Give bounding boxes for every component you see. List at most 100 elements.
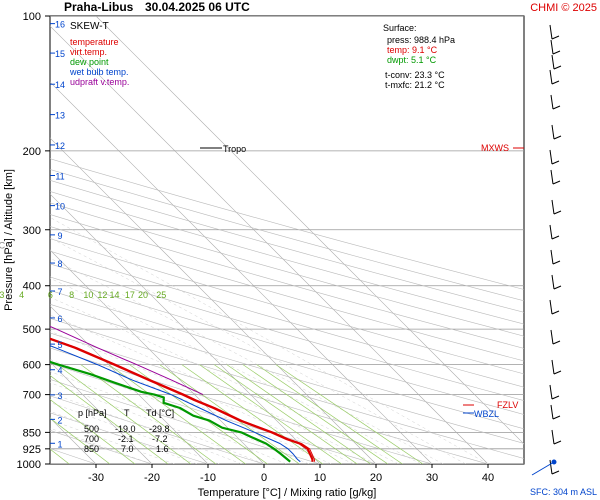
dry-adiabat: [50, 263, 524, 401]
legend-dew-point: dew point: [70, 57, 109, 67]
altitude-tick-label: 6: [57, 314, 62, 324]
dry-adiabat: [50, 238, 524, 375]
pressure-tick-label: 1000: [17, 459, 41, 471]
mixing-ratio-label: 12: [97, 290, 107, 300]
level-table: p [hPa] T Td [°C] 500 -19.0 -29.8 700 -2…: [78, 408, 174, 454]
surface-press: press: 988.4 hPa: [387, 35, 455, 45]
altitude-tick-label: 9: [57, 231, 62, 241]
wind-barb: [549, 224, 553, 240]
series-line: [50, 345, 301, 463]
wind-barb: [549, 299, 553, 315]
dry-adiabat: [50, 290, 524, 430]
isotherm-line: [50, 25, 489, 464]
altitude-tick-label: 2: [57, 415, 62, 425]
series-line: [50, 360, 291, 463]
wind-barb-flag: [551, 470, 560, 475]
dry-adiabat: [50, 250, 524, 388]
x-axis-title: Temperature [°C] / Mixing ratio [g/kg]: [198, 487, 377, 499]
pressure-tick-label: 700: [23, 390, 41, 402]
altitude-tick-label: 7: [57, 287, 62, 297]
dry-adiabat: [50, 276, 524, 415]
table-cell: 7.0: [121, 444, 134, 454]
mixing-ratio-line: [226, 364, 371, 464]
altitude-tick-label: 10: [55, 202, 65, 212]
temp-tick-label: 30: [426, 472, 438, 484]
wind-barb-flag: [551, 235, 560, 240]
table-cell: 500: [84, 424, 99, 434]
wind-barb-flag: [552, 50, 561, 55]
moist-adiabat: [50, 371, 287, 464]
dry-adiabat: [50, 158, 524, 290]
wind-barb-flag: [553, 65, 562, 70]
wind-barb-flag: [552, 415, 561, 420]
pressure-tick-label: 300: [23, 225, 41, 237]
dry-adiabat: [50, 226, 524, 362]
legend-temperature: temperature: [70, 37, 119, 47]
wind-barb: [549, 69, 553, 85]
altitude-tick-label: 4: [57, 366, 62, 376]
surface-temp: temp: 9.1 °C: [387, 45, 438, 55]
mixing-ratio-label: 4: [19, 290, 24, 300]
mixing-ratio-label: 17: [125, 290, 135, 300]
table-cell: -19.0: [115, 424, 136, 434]
legend-updraft: udpraft v.temp.: [70, 77, 129, 87]
legend: SKEW-T temperature virt.temp. dew point …: [69, 21, 129, 87]
wind-barb: [549, 24, 553, 40]
surface-dwpt: dwpt: 5.1 °C: [387, 55, 437, 65]
temp-tick-label: 10: [314, 472, 326, 484]
dry-adiabat: [50, 318, 524, 459]
mixing-ratio-label: 8: [69, 290, 74, 300]
table-cell: -2.1: [118, 434, 134, 444]
wind-barb-flag: [551, 395, 560, 400]
wind-barb-flag: [553, 440, 562, 445]
pressure-tick-label: 400: [23, 281, 41, 293]
mixing-ratio-line: [275, 364, 424, 464]
wind-barb: [550, 404, 554, 420]
wind-barb-flag: [553, 370, 562, 375]
mixing-ratio-line: [50, 375, 169, 464]
pressure-tick-label: 600: [23, 360, 41, 372]
wind-barb: [550, 39, 554, 55]
moist-adiabat: [50, 237, 466, 464]
mixing-ratio-label: 3: [0, 290, 4, 300]
temp-tick-label: -20: [144, 472, 160, 484]
table-header-t: T: [124, 408, 130, 418]
mixing-ratio-line: [50, 399, 136, 464]
altitude-tick-label: 12: [55, 141, 65, 151]
isotherm-line: [95, 16, 524, 445]
temp-tick-label: -10: [200, 472, 216, 484]
fzlv-label: FZLV: [497, 400, 518, 410]
virtual-temp-line: [50, 337, 316, 462]
wind-barb-flag: [552, 105, 561, 110]
surface-tconv: t-conv: 23.3 °C: [385, 70, 445, 80]
altitude-tick-label: 3: [57, 391, 62, 401]
dry-adiabat: [50, 214, 524, 349]
wind-barbs: [531, 24, 562, 476]
surface-info-box: Surface: press: 988.4 hPa temp: 9.1 °C d…: [380, 18, 470, 94]
mxws-label: MXWS: [481, 143, 509, 153]
moist-adiabat: [50, 277, 421, 464]
altitude-tick-label: 5: [57, 340, 62, 350]
mixing-ratio-label: 6: [48, 290, 53, 300]
isotherm-label: -10 °C: [0, 240, 6, 250]
wind-barb-flag: [552, 340, 561, 345]
wbzl-label: WBZL: [474, 409, 499, 419]
series-line: [50, 337, 314, 462]
wind-barb: [550, 249, 554, 265]
mixing-ratio-line: [213, 364, 358, 464]
pressure-tick-label: 925: [23, 444, 41, 456]
table-header-td: Td [°C]: [146, 408, 174, 418]
pressure-tick-label: 850: [23, 427, 41, 439]
wind-barb-flag: [553, 285, 562, 290]
wind-barb: [551, 199, 555, 215]
mixing-ratio-line: [80, 364, 217, 464]
wind-barb-flag: [551, 310, 560, 315]
altitude-tick-label: 1: [57, 439, 62, 449]
tropopause-label: Tropo: [223, 144, 246, 154]
mixing-ratio-label: 10: [83, 290, 93, 300]
mixing-ratio-line: [108, 364, 246, 464]
wind-barb-flag: [552, 260, 561, 265]
dry-adiabat: [50, 379, 321, 464]
moist-adiabat: [50, 359, 309, 464]
